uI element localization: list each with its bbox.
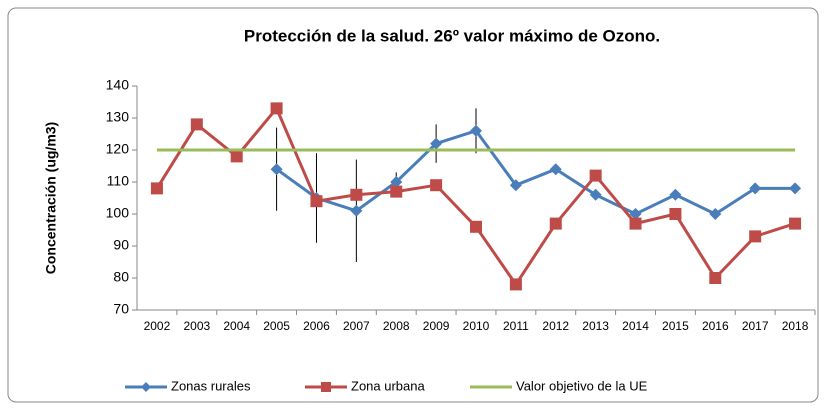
- x-tick-label: 2014: [622, 319, 649, 333]
- point: [629, 217, 642, 230]
- y-tick-label: 130: [106, 109, 130, 125]
- point: [390, 185, 403, 198]
- point: [549, 163, 562, 176]
- point: [390, 176, 403, 188]
- point: [150, 182, 163, 195]
- x-tick-label: 2017: [742, 319, 769, 333]
- point: [350, 204, 363, 217]
- x-tick-label: 2008: [383, 319, 410, 333]
- y-tick-label: 140: [106, 77, 130, 93]
- point: [509, 179, 522, 192]
- x-tick-label: 2010: [463, 319, 490, 333]
- point: [749, 230, 762, 243]
- point: [549, 217, 562, 230]
- point: [270, 102, 283, 115]
- point: [430, 179, 443, 192]
- point: [629, 208, 642, 220]
- y-tick-label: 90: [113, 237, 129, 253]
- chart-frame: [7, 7, 819, 403]
- y-axis-label: Concentración (ug/m3): [43, 122, 59, 274]
- y-tick-label: 70: [113, 301, 129, 317]
- point: [789, 182, 802, 195]
- x-tick-label: 2004: [223, 319, 250, 333]
- legend-label: Zona urbana: [351, 378, 425, 393]
- point: [350, 188, 363, 201]
- y-tick-label: 120: [106, 141, 130, 157]
- point: [789, 217, 802, 230]
- x-tick-label: 2012: [542, 319, 569, 333]
- legend-marker: [321, 382, 331, 392]
- x-tick-label: 2016: [702, 319, 729, 333]
- point: [190, 118, 203, 131]
- point: [470, 220, 482, 233]
- point: [589, 169, 602, 182]
- x-tick-label: 2015: [662, 319, 689, 333]
- point: [230, 150, 243, 163]
- y-tick-label: 80: [113, 269, 129, 285]
- y-tick-label: 100: [106, 205, 130, 221]
- legend-label: Valor objetivo de la UE: [516, 378, 648, 393]
- point: [589, 188, 602, 201]
- point: [749, 182, 762, 195]
- legend-label: Zonas rurales: [171, 378, 251, 393]
- point: [669, 208, 682, 220]
- x-tick-label: 2007: [343, 319, 370, 333]
- x-tick-label: 2002: [144, 319, 171, 333]
- point: [709, 208, 722, 220]
- point: [709, 272, 722, 284]
- x-tick-label: 2013: [582, 319, 609, 333]
- y-tick-label: 110: [107, 173, 130, 189]
- point: [470, 124, 482, 137]
- series-line: [275, 129, 796, 216]
- point: [270, 163, 283, 176]
- x-tick-label: 2011: [503, 319, 529, 333]
- chart-title: Protección de la salud. 26º valor máximo…: [244, 26, 660, 45]
- x-tick-label: 2009: [423, 319, 450, 333]
- point: [310, 195, 323, 208]
- point: [430, 137, 443, 150]
- x-tick-label: 2018: [782, 319, 809, 333]
- point: [669, 188, 682, 201]
- legend-marker: [141, 382, 151, 392]
- point: [509, 278, 522, 291]
- x-tick-label: 2003: [183, 319, 210, 333]
- x-tick-label: 2006: [303, 319, 330, 333]
- x-tick-label: 2005: [263, 319, 290, 333]
